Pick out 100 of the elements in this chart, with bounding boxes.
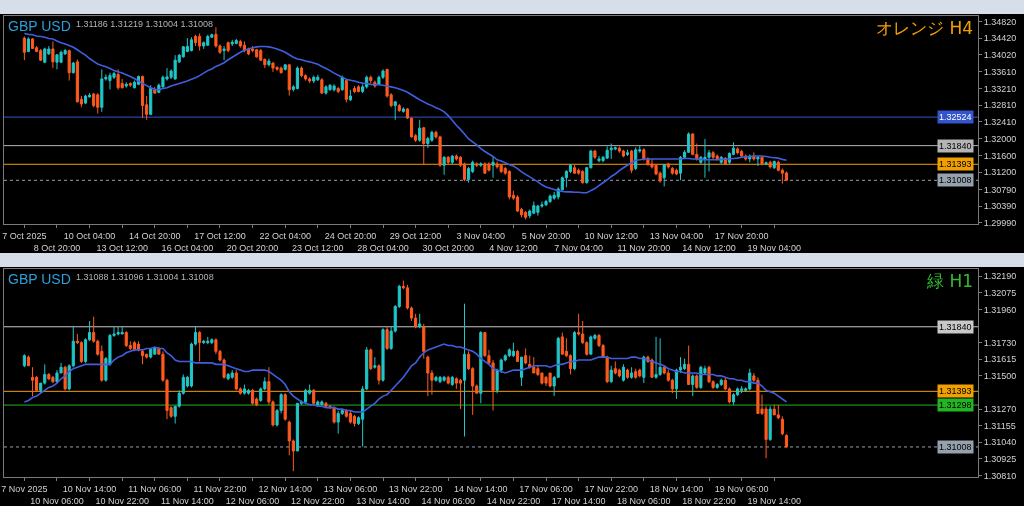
- x-tick-label: 11 Nov 06:00: [128, 483, 182, 494]
- candlestick: [670, 166, 674, 176]
- candlestick: [128, 81, 132, 88]
- candlestick: [108, 72, 112, 90]
- x-tick-label: 10 Nov 12:00: [584, 230, 638, 241]
- candlestick: [173, 54, 177, 81]
- candlestick: [548, 372, 552, 388]
- y-tick-label: 1.30390: [983, 201, 1017, 212]
- candlestick: [316, 399, 320, 407]
- candlestick: [83, 94, 88, 105]
- y-tick-label: 1.31200: [983, 167, 1017, 178]
- candlestick: [784, 171, 789, 181]
- candlestick: [605, 355, 609, 384]
- candlestick: [348, 89, 352, 102]
- candlestick: [418, 313, 422, 329]
- candlestick: [230, 39, 234, 47]
- candlestick: [658, 337, 662, 377]
- candlestick: [434, 375, 438, 383]
- x-tick-label: 30 Oct 20:00: [422, 242, 474, 253]
- candlestick: [634, 368, 638, 380]
- y-tick-label: 1.34820: [983, 16, 1017, 27]
- y-tick-label: 1.32000: [983, 134, 1017, 145]
- candlestick: [532, 356, 536, 374]
- candlestick: [352, 85, 357, 94]
- candlestick: [740, 149, 744, 158]
- candlestick: [458, 378, 462, 410]
- candlestick: [711, 150, 715, 160]
- candlestick: [132, 80, 136, 90]
- candlestick: [267, 58, 271, 67]
- candlestick: [283, 392, 287, 422]
- x-tick-label: 11 Nov 14:00: [160, 495, 214, 506]
- x-tick-label: 13 Nov 04:00: [649, 230, 704, 241]
- y-tick-label: 1.31960: [983, 304, 1017, 315]
- x-tick-label: 16 Oct 04:00: [161, 242, 214, 253]
- candlestick: [446, 155, 450, 165]
- candlestick: [332, 405, 336, 425]
- chart-subtitle: オレンジ H4: [876, 18, 973, 38]
- candlestick: [475, 161, 479, 168]
- candlestick: [381, 327, 385, 383]
- x-tick-label: 18 Nov 22:00: [682, 495, 736, 506]
- candlestick: [324, 84, 328, 96]
- x-tick-label: 17 Nov 20:00: [714, 230, 769, 241]
- candlestick: [784, 433, 789, 449]
- x-tick-label: 5 Nov 20:00: [521, 230, 571, 241]
- candlestick: [246, 388, 251, 396]
- candlestick: [560, 332, 564, 355]
- candlestick: [153, 346, 157, 355]
- candlestick: [210, 337, 214, 345]
- candlestick: [776, 404, 780, 420]
- x-tick-label: 18 Nov 06:00: [617, 495, 671, 506]
- x-tick-label: 7 Oct 2025: [2, 230, 47, 241]
- x-tick-label: 19 Nov 14:00: [747, 495, 801, 506]
- candlestick: [226, 40, 230, 53]
- candlestick: [116, 326, 120, 336]
- candlestick: [255, 48, 259, 59]
- candlestick: [401, 106, 405, 114]
- candlestick: [336, 86, 340, 94]
- candlestick: [189, 36, 194, 52]
- x-tick-label: 10 Nov 22:00: [95, 495, 149, 506]
- candlestick: [30, 37, 35, 50]
- candlestick: [275, 66, 279, 72]
- candlestick: [666, 162, 670, 170]
- candlestick: [279, 65, 283, 75]
- candlestick: [605, 145, 609, 160]
- x-tick-label: 17 Nov 22:00: [584, 483, 638, 494]
- x-tick-label: 11 Nov 20:00: [617, 242, 671, 253]
- y-tick-label: 1.31270: [983, 404, 1017, 415]
- candlestick: [662, 163, 666, 187]
- candlestick: [609, 365, 613, 384]
- candlestick: [230, 369, 234, 380]
- candlestick: [198, 33, 202, 52]
- candlestick: [446, 375, 450, 386]
- candlestick: [532, 200, 536, 215]
- y-tick-label: 1.31600: [983, 150, 1017, 161]
- candlestick: [625, 149, 630, 157]
- x-tick-label: 8 Oct 20:00: [33, 242, 81, 253]
- y-tick-label: 1.30790: [983, 184, 1017, 195]
- candlestick: [320, 399, 324, 406]
- candlestick: [735, 146, 740, 155]
- candlestick: [153, 86, 157, 95]
- candlestick: [544, 375, 548, 387]
- x-tick-label: 7 Nov 04:00: [554, 242, 603, 253]
- candlestick: [373, 356, 377, 370]
- x-tick-label: 13 Oct 12:00: [96, 242, 148, 253]
- candlestick: [760, 155, 764, 166]
- candlestick: [206, 336, 210, 345]
- candlestick: [226, 372, 230, 381]
- candlestick: [487, 161, 491, 172]
- candlestick: [699, 365, 703, 390]
- chart-title: GBP USD: [8, 271, 71, 287]
- y-tick-label: 1.32810: [983, 100, 1017, 111]
- candlestick: [617, 145, 621, 154]
- x-tick-label: 19 Nov 06:00: [714, 483, 769, 494]
- x-tick-label: 18 Nov 14:00: [649, 483, 704, 494]
- candlestick: [22, 35, 26, 61]
- candlestick: [552, 191, 556, 201]
- x-tick-label: 17 Nov 06:00: [519, 483, 573, 494]
- candlestick: [328, 83, 332, 92]
- candlestick: [30, 366, 35, 397]
- y-tick-label: 1.32190: [983, 271, 1017, 282]
